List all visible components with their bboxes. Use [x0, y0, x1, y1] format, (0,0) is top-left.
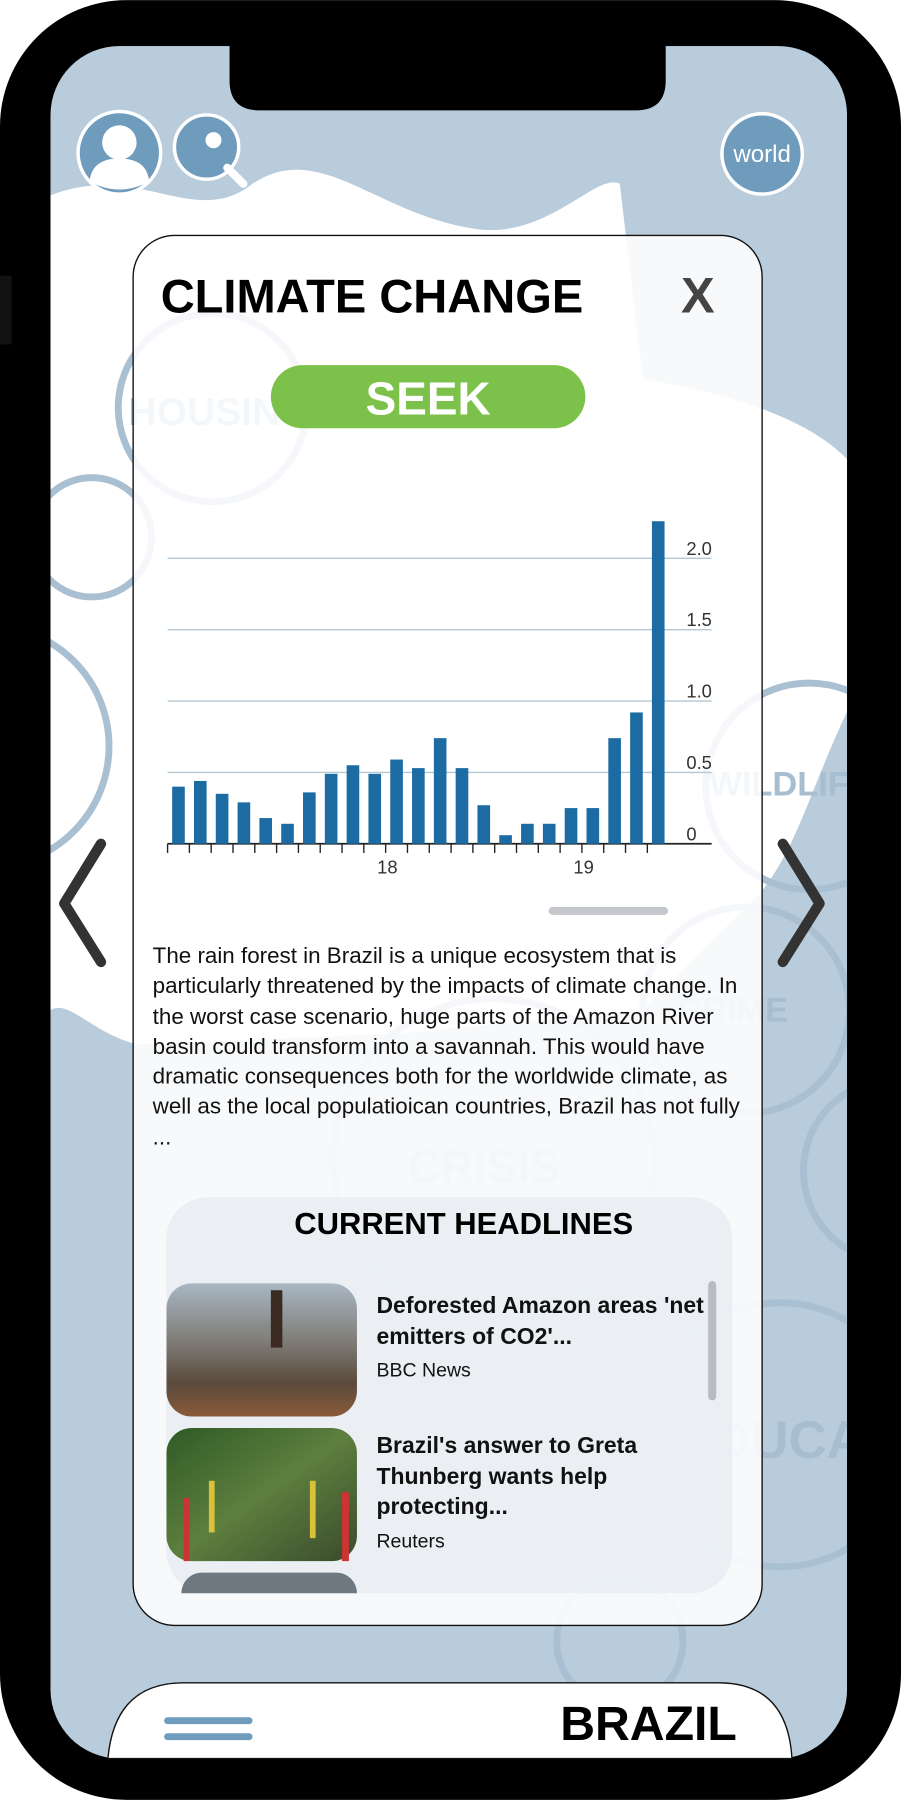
- headline-source: Reuters: [376, 1529, 445, 1552]
- bar: [259, 818, 273, 844]
- headline-image: [181, 1572, 357, 1594]
- bar: [499, 835, 512, 844]
- bar: [303, 792, 316, 844]
- bar: [193, 780, 207, 844]
- world-label: world: [732, 141, 791, 168]
- next-arrow[interactable]: [777, 838, 825, 968]
- y-tick-label: 2.0: [686, 538, 712, 559]
- bar: [368, 773, 382, 844]
- bar: [172, 786, 185, 844]
- bar: [477, 805, 491, 844]
- headlines-title: CURRENT HEADLINES: [294, 1206, 633, 1241]
- y-tick-label: 1.0: [686, 681, 712, 702]
- image-detail: [342, 1492, 349, 1562]
- seek-button[interactable]: SEEK: [270, 365, 586, 429]
- headline-source: BBC News: [376, 1359, 471, 1381]
- bar: [564, 808, 578, 844]
- bar-chart: 0 0.5 1.0 1.5 2.0 18 19: [166, 521, 712, 878]
- bar: [215, 793, 229, 844]
- description: The rain forest in Brazil is a unique ec…: [152, 943, 740, 1150]
- x-tick-label: 18: [377, 857, 397, 878]
- bar: [281, 823, 294, 844]
- bar: [630, 712, 643, 844]
- card-title: CLIMATE CHANGE: [161, 269, 584, 322]
- bar: [521, 823, 534, 844]
- headline-image: [166, 1283, 357, 1417]
- bar: [390, 759, 403, 844]
- headline-title: Brazil's answer to Greta Thunberg wants …: [376, 1433, 638, 1520]
- seek-label: SEEK: [366, 372, 491, 424]
- image-detail: [183, 1497, 190, 1562]
- profile-button[interactable]: [76, 109, 163, 196]
- bar: [346, 765, 360, 844]
- bar: [608, 738, 621, 844]
- side-button: [0, 275, 12, 345]
- bar: [542, 823, 556, 844]
- headline-image: [166, 1427, 357, 1562]
- y-tick-label: 0.5: [686, 752, 712, 773]
- bottom-bar: [107, 1682, 793, 1760]
- notch: [218, 43, 666, 111]
- bar: [237, 802, 251, 844]
- close-button[interactable]: X: [681, 266, 715, 323]
- list-scrollbar: [708, 1281, 717, 1401]
- headline-item[interactable]: Brazil's answer to Greta Thunberg wants …: [166, 1427, 709, 1569]
- image-detail: [309, 1480, 316, 1539]
- bar: [586, 808, 600, 844]
- x-tick-label: 19: [573, 857, 593, 878]
- bar: [324, 773, 338, 844]
- menu-button[interactable]: [164, 1717, 253, 1741]
- search-button[interactable]: [172, 113, 248, 188]
- y-tick-label: 0: [686, 823, 696, 844]
- headline-title: Deforested Amazon areas 'net emitters of…: [376, 1293, 704, 1350]
- bar: [651, 521, 665, 844]
- world-button[interactable]: world: [720, 112, 805, 196]
- country-name: BRAZIL: [560, 1697, 737, 1751]
- prev-arrow[interactable]: [59, 838, 107, 968]
- y-tick-label: 1.5: [686, 609, 712, 630]
- description-box: The rain forest in Brazil is a unique ec…: [152, 943, 740, 1150]
- bar: [412, 768, 425, 844]
- bar: [433, 738, 447, 844]
- image-detail: [208, 1480, 215, 1533]
- scroll-indicator: [548, 906, 669, 915]
- headline-item[interactable]: Deforested Amazon areas 'net emitters of…: [166, 1283, 709, 1417]
- image-detail: [270, 1290, 283, 1348]
- bar: [455, 768, 469, 844]
